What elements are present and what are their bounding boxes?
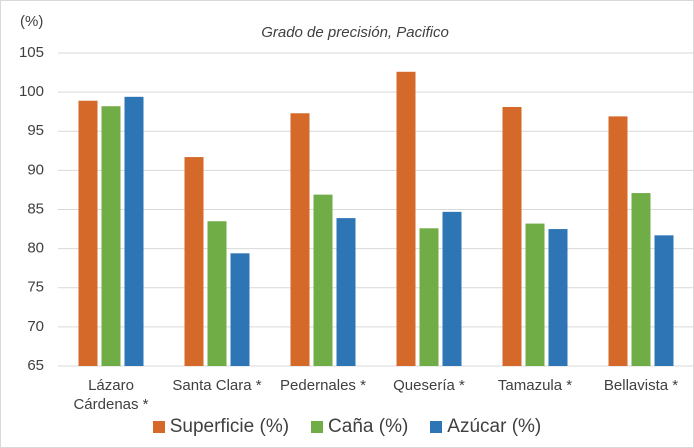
bar [631, 193, 651, 366]
y-tick-label: 95 [27, 122, 44, 139]
bar [548, 229, 568, 366]
x-tick-label: Tamazula * [497, 377, 573, 394]
y-tick-label: 70 [27, 318, 44, 335]
bar [525, 223, 545, 366]
y-axis-label: (%) [20, 13, 43, 30]
bar [313, 194, 333, 366]
bar [419, 228, 439, 366]
x-tick-label: Santa Clara * [172, 377, 262, 394]
bar [207, 221, 227, 366]
bar [336, 218, 356, 366]
y-tick-label: 75 [27, 279, 44, 296]
y-tick-label: 65 [27, 357, 44, 374]
bar [442, 211, 462, 366]
legend-label: Caña (%) [328, 416, 409, 437]
y-tick-label: 105 [19, 44, 44, 61]
bar [396, 71, 416, 366]
legend-swatch [152, 421, 165, 433]
bar [184, 157, 204, 366]
bar [502, 106, 522, 367]
bar [608, 116, 628, 366]
y-tick-label: 80 [27, 240, 44, 257]
bar [78, 100, 98, 367]
legend-item: Azúcar (%) [430, 416, 541, 438]
legend-item: Superficie (%) [152, 416, 290, 438]
x-tick-label: Quesería * [393, 377, 465, 394]
legend: Superficie (%) Caña (%) Azúcar (%) [0, 416, 694, 438]
chart-title: Grado de precisión, Pacifico [261, 24, 449, 41]
bar [290, 113, 310, 366]
y-tick-label: 85 [27, 200, 44, 217]
bar [101, 106, 121, 367]
legend-item: Caña (%) [311, 416, 408, 438]
bar [230, 253, 250, 366]
bar [654, 235, 674, 366]
legend-swatch [311, 421, 324, 433]
legend-label: Superficie (%) [169, 416, 290, 437]
x-tick-label: Bellavista * [603, 377, 679, 394]
x-tick-label: Pedernales * [280, 377, 366, 394]
legend-swatch [430, 421, 443, 433]
y-tick-label: 90 [27, 161, 44, 178]
x-tick-label: Lázaro Cárdenas * [73, 377, 149, 413]
bar [124, 96, 144, 366]
y-tick-label: 100 [19, 83, 44, 100]
legend-label: Azúcar (%) [447, 416, 542, 437]
